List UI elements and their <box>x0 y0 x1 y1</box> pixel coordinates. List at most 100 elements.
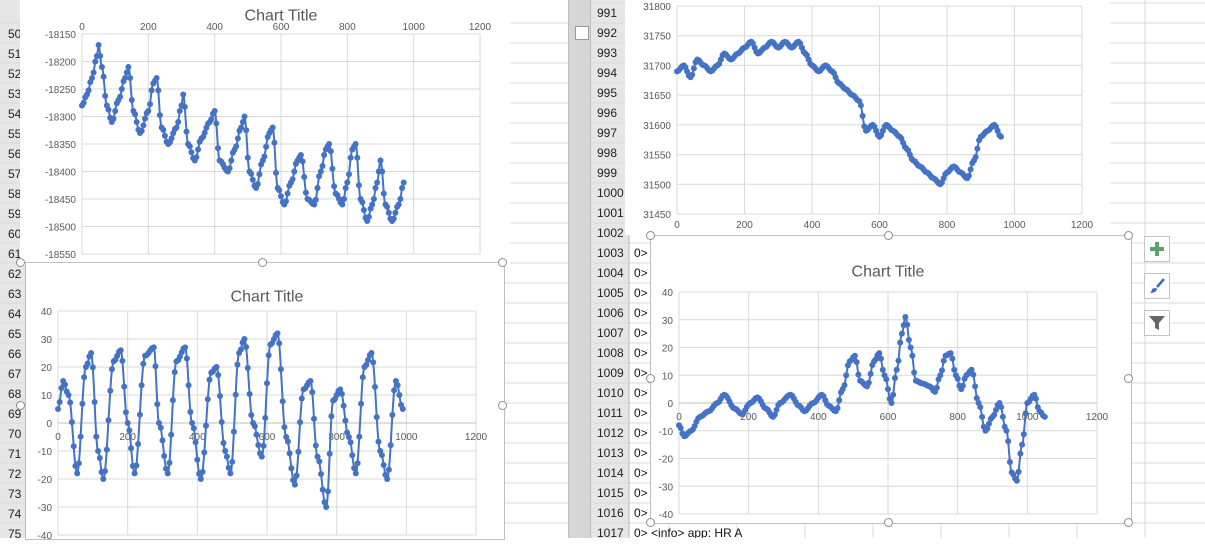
data-point[interactable] <box>380 462 387 468</box>
resize-handle[interactable] <box>16 401 25 410</box>
data-point[interactable] <box>121 383 128 390</box>
data-point[interactable] <box>251 423 258 430</box>
data-point[interactable] <box>317 168 324 175</box>
data-point[interactable] <box>295 448 302 455</box>
data-point[interactable] <box>226 165 233 172</box>
data-point[interactable] <box>289 176 296 183</box>
data-point[interactable] <box>326 141 333 147</box>
data-point[interactable] <box>373 414 380 421</box>
data-point[interactable] <box>879 366 886 373</box>
data-point[interactable] <box>352 470 359 477</box>
data-point[interactable] <box>118 86 125 92</box>
data-point[interactable] <box>356 433 363 440</box>
data-point[interactable] <box>397 196 404 202</box>
data-point[interactable] <box>127 75 134 81</box>
resize-handle[interactable] <box>884 231 893 240</box>
row-header[interactable]: 61 <box>8 247 22 261</box>
data-point[interactable] <box>176 108 183 114</box>
data-point[interactable] <box>281 424 288 431</box>
data-point[interactable] <box>228 157 235 164</box>
data-point[interactable] <box>973 395 980 402</box>
data-point[interactable] <box>273 169 279 176</box>
data-point[interactable] <box>369 201 376 208</box>
data-point[interactable] <box>180 91 187 98</box>
data-point[interactable] <box>197 476 204 482</box>
data-point[interactable] <box>215 145 221 152</box>
data-point[interactable] <box>394 382 401 389</box>
data-point[interactable] <box>888 400 895 406</box>
data-point[interactable] <box>311 201 318 208</box>
data-point[interactable] <box>972 383 979 390</box>
data-point[interactable] <box>986 420 992 427</box>
data-point[interactable] <box>124 420 131 426</box>
data-point[interactable] <box>314 185 321 191</box>
data-point[interactable] <box>836 397 843 404</box>
data-point[interactable] <box>1020 431 1027 438</box>
data-point[interactable] <box>122 75 129 81</box>
log-cell[interactable]: 0> <box>634 506 648 520</box>
data-point[interactable] <box>161 132 168 139</box>
chart-top-right[interactable]: 31800 31750 31700 31650 31600 31550 31500 31450… <box>625 0 1110 235</box>
data-point[interactable] <box>136 411 143 418</box>
data-point[interactable] <box>1015 468 1022 475</box>
row-header[interactable]: 50 <box>8 27 22 41</box>
data-point[interactable] <box>933 384 940 391</box>
data-point[interactable] <box>370 196 377 202</box>
data-point[interactable] <box>359 374 366 381</box>
data-point[interactable] <box>355 182 362 189</box>
data-point[interactable] <box>92 58 99 65</box>
data-point[interactable] <box>131 470 138 477</box>
row-header[interactable]: 74 <box>8 507 22 521</box>
data-point[interactable] <box>345 434 352 440</box>
data-point[interactable] <box>374 179 381 186</box>
resize-handle[interactable] <box>884 518 893 527</box>
row-header[interactable]: 59 <box>8 207 22 221</box>
data-point[interactable] <box>321 152 328 158</box>
data-point[interactable] <box>299 158 306 165</box>
row-header[interactable]: 68 <box>8 387 22 401</box>
chart-filters-button[interactable] <box>1144 310 1170 336</box>
data-point[interactable] <box>102 468 108 475</box>
data-point[interactable] <box>142 115 148 122</box>
data-point[interactable] <box>1019 441 1026 448</box>
data-point[interactable] <box>309 389 316 396</box>
data-point[interactable] <box>379 168 386 175</box>
row-header[interactable]: 75 <box>8 527 22 538</box>
data-point[interactable] <box>65 392 72 398</box>
data-point[interactable] <box>377 157 384 164</box>
data-point[interactable] <box>387 442 394 449</box>
data-point[interactable] <box>253 431 260 438</box>
row-header[interactable]: 1014 <box>597 466 624 480</box>
data-point[interactable] <box>208 116 215 123</box>
data-point[interactable] <box>244 365 251 371</box>
data-point[interactable] <box>993 406 999 413</box>
data-point[interactable] <box>954 375 961 382</box>
row-header[interactable]: 55 <box>8 127 22 141</box>
data-point[interactable] <box>203 422 209 429</box>
data-point[interactable] <box>947 350 954 357</box>
log-cell-info[interactable]: 0> <info> app: HR A <box>634 526 743 538</box>
data-point[interactable] <box>163 465 169 472</box>
data-point[interactable] <box>232 391 239 398</box>
row-header[interactable]: 996 <box>597 106 618 120</box>
data-point[interactable] <box>164 470 171 477</box>
data-point[interactable] <box>107 387 114 394</box>
data-point[interactable] <box>390 215 397 222</box>
resize-handle[interactable] <box>258 258 267 267</box>
row-header[interactable]: 1002 <box>597 226 624 240</box>
data-point[interactable] <box>204 396 211 403</box>
row-header[interactable]: 57 <box>8 167 22 181</box>
data-point[interactable] <box>241 113 248 120</box>
row-header[interactable]: 1004 <box>597 266 624 280</box>
data-point[interactable] <box>1033 395 1039 402</box>
data-point[interactable] <box>100 73 107 80</box>
data-point[interactable] <box>238 124 245 131</box>
data-point[interactable] <box>145 108 152 114</box>
data-point[interactable] <box>128 97 135 103</box>
row-header[interactable]: 73 <box>8 487 22 501</box>
data-point[interactable] <box>325 488 331 495</box>
row-header[interactable]: 1003 <box>597 246 624 260</box>
data-point[interactable] <box>897 339 904 346</box>
data-point[interactable] <box>904 321 911 328</box>
data-point[interactable] <box>326 450 333 457</box>
